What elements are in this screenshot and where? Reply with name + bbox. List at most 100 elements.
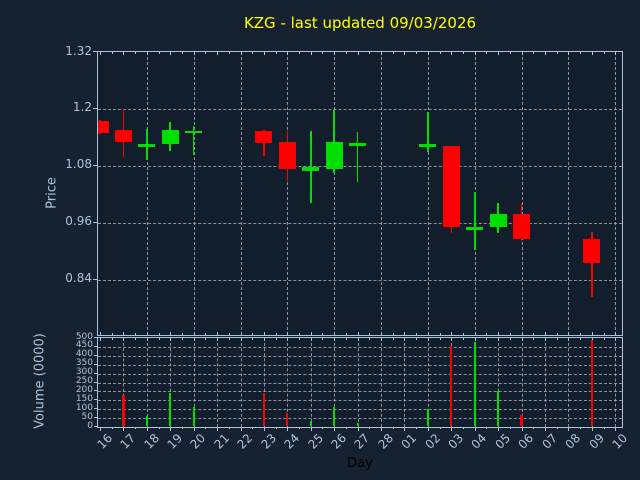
volume-gridline-h (98, 400, 622, 402)
volume-top-tick (123, 338, 125, 341)
volume-bottom-minor-tick (486, 427, 488, 429)
volume-top-minor-tick (439, 338, 441, 340)
x-tick-label: 07 (539, 431, 560, 452)
volume-top-tick (240, 338, 242, 341)
volume-bottom-minor-tick (439, 427, 441, 429)
volume-y-tick-label: 0 (87, 420, 93, 431)
price-top-tick (427, 52, 429, 55)
price-bottom-minor-tick (392, 333, 394, 335)
volume-top-tick (263, 338, 265, 341)
price-bottom-tick (263, 332, 265, 335)
price-top-minor-tick (603, 52, 605, 54)
price-bottom-tick (100, 332, 101, 335)
volume-bottom-minor-tick (533, 427, 535, 429)
volume-y-tick-label: 250 (75, 376, 93, 386)
volume-bottom-minor-tick (416, 427, 418, 429)
volume-y-tick-label: 500 (75, 331, 93, 342)
x-tick-label: 22 (234, 431, 256, 452)
volume-bar-day-02 (426, 409, 429, 426)
candle-body (489, 213, 507, 228)
candle-body (161, 129, 179, 145)
volume-bottom-minor-tick (135, 427, 137, 429)
price-top-tick (591, 52, 593, 55)
price-top-minor-tick (158, 52, 160, 54)
price-bottom-tick (357, 332, 359, 335)
price-bottom-minor-tick (416, 333, 418, 335)
x-tick-label: 23 (258, 431, 279, 452)
price-bottom-minor-tick (275, 333, 277, 335)
price-top-tick (404, 52, 406, 55)
price-y-tick (93, 278, 97, 280)
candle-body (114, 130, 132, 143)
candle-body (349, 143, 367, 146)
volume-bottom-tick (146, 427, 148, 431)
price-top-tick (381, 52, 383, 55)
volume-y-tick (94, 337, 97, 338)
volume-bottom-minor-tick (369, 427, 371, 429)
volume-top-minor-tick (205, 338, 207, 340)
price-bottom-tick (146, 332, 148, 335)
volume-bottom-minor-tick (205, 427, 207, 429)
volume-top-tick (521, 338, 523, 341)
x-tick-label: 20 (187, 431, 209, 452)
candle-body (466, 227, 484, 230)
volume-y-tick (94, 381, 97, 383)
price-gridline-v (427, 52, 429, 335)
price-top-minor-tick (228, 52, 230, 54)
volume-top-tick (100, 338, 101, 341)
volume-bar-day-25 (309, 420, 312, 426)
price-top-tick (287, 52, 289, 55)
volume-bottom-minor-tick (509, 427, 511, 429)
volume-bottom-minor-tick (181, 427, 183, 429)
volume-axis-label: Volume (0000) (32, 333, 48, 429)
volume-top-tick (170, 338, 172, 341)
volume-bottom-tick (615, 427, 617, 431)
volume-top-tick (591, 338, 593, 341)
volume-gridline-h (98, 391, 622, 393)
candle-wick (356, 132, 359, 183)
volume-top-minor-tick (463, 338, 464, 340)
volume-gridline-h (98, 346, 622, 348)
chart-title: KZG - last updated 09/03/2026 (243, 14, 477, 32)
price-top-tick (263, 52, 265, 55)
volume-y-tick-label: 300 (75, 367, 93, 378)
volume-top-minor-tick (603, 338, 605, 340)
price-top-tick (217, 52, 219, 55)
candle-wick (473, 191, 476, 250)
price-bottom-minor-tick (345, 333, 347, 335)
volume-bottom-tick (381, 427, 383, 431)
price-gridline-h (98, 108, 622, 110)
price-y-tick (93, 221, 97, 223)
price-gridline-v (334, 52, 336, 335)
price-top-tick (498, 52, 500, 55)
volume-bar-day-27 (356, 423, 359, 426)
volume-bottom-minor-tick (345, 427, 347, 429)
volume-top-minor-tick (275, 338, 277, 340)
volume-top-minor-tick (580, 338, 582, 340)
volume-top-minor-tick (158, 338, 160, 340)
volume-bottom-tick (263, 427, 265, 431)
price-top-minor-tick (299, 52, 301, 54)
price-gridline-v (615, 52, 617, 335)
price-top-tick (615, 52, 617, 55)
volume-bar-day-09 (590, 339, 593, 426)
x-tick-label: 03 (445, 431, 467, 452)
price-top-minor-tick (252, 52, 254, 54)
x-tick-label: 16 (94, 431, 115, 452)
volume-gridline-h (98, 373, 622, 375)
volume-y-tick (94, 372, 97, 374)
price-bottom-tick (474, 332, 476, 335)
volume-bar-day-26 (333, 406, 336, 426)
price-bottom-minor-tick (111, 333, 113, 335)
volume-bottom-tick (474, 427, 476, 431)
price-bottom-tick (334, 332, 336, 335)
price-bottom-minor-tick (158, 333, 160, 335)
volume-top-tick (544, 338, 546, 341)
volume-gridline-h (98, 355, 622, 357)
price-bottom-tick (568, 332, 570, 335)
candle-wick (333, 109, 335, 173)
volume-bottom-tick (427, 427, 429, 431)
price-bottom-minor-tick (181, 333, 183, 335)
candle-body (278, 142, 296, 169)
volume-top-tick (498, 338, 500, 341)
